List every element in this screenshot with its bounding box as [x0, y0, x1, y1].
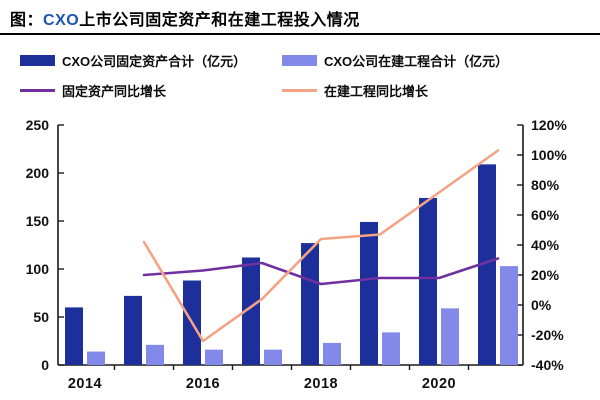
right-axis-tick-label: 40% [531, 237, 560, 253]
right-axis-tick-label: -20% [531, 327, 564, 343]
bar [242, 257, 260, 365]
left-axis-tick-label: 0 [41, 357, 49, 373]
right-axis-tick-label: 100% [531, 147, 567, 163]
left-axis-tick-label: 100 [26, 261, 50, 277]
bar [478, 164, 496, 365]
bar [124, 295, 142, 365]
bar [87, 351, 105, 365]
chart-area: 0 50 100 150 200 250 -40% -20% 0% 20% 40% 60% 80% 100… [0, 105, 600, 400]
title-highlight: CXO [43, 12, 80, 29]
x-axis-label: 2018 [304, 376, 338, 392]
line-series-1 [142, 149, 500, 343]
x-axis-label: 2020 [422, 376, 456, 392]
title-prefix: 图： [10, 12, 44, 29]
bar [205, 349, 223, 365]
right-axis-tick-label: 120% [531, 117, 567, 133]
bar [500, 266, 518, 365]
legend-item-fixed-assets-growth-line: 固定资产同比增长 [20, 81, 166, 100]
right-axis-tick-label: -40% [531, 357, 564, 373]
bar-series-0 [65, 164, 496, 365]
left-axis-tick-label: 250 [26, 117, 50, 133]
legend-item-cip-bar: CXO公司在建工程合计（亿元） [282, 51, 508, 70]
legend-label-cip-growth: 在建工程同比增长 [324, 84, 429, 99]
legend-item-fixed-assets-bar: CXO公司固定资产合计（亿元） [20, 51, 246, 70]
bar [382, 332, 400, 365]
bar [264, 349, 282, 365]
bar [419, 197, 437, 365]
title-suffix: 上市公司固定资产和在建工程投入情况 [79, 12, 360, 29]
bar [65, 307, 83, 365]
bar [441, 308, 459, 365]
legend-label-fixed-assets: CXO公司固定资产合计（亿元） [62, 54, 247, 69]
right-axis-tick-label: 80% [531, 177, 560, 193]
figure-title: 图：CXO上市公司固定资产和在建工程投入情况 [10, 6, 360, 30]
chart-canvas: 0 50 100 150 200 250 -40% -20% 0% 20% 40% 60% 80% 100… [26, 117, 568, 392]
bar-series-1 [87, 266, 518, 365]
bar [323, 342, 341, 365]
line-series-0 [142, 257, 500, 286]
legend-swatch-cip-growth [282, 89, 317, 92]
bar [301, 243, 319, 365]
right-axis-tick-label: 20% [531, 267, 560, 283]
legend-label-cip: CXO公司在建工程合计（亿元） [324, 54, 509, 69]
bar [360, 221, 378, 365]
left-axis-tick-label: 150 [26, 213, 50, 229]
title-divider [0, 33, 600, 35]
legend-item-cip-growth-line: 在建工程同比增长 [282, 81, 428, 100]
left-axis-tick-label: 200 [26, 165, 50, 181]
legend-swatch-fixed-assets-growth [20, 89, 55, 92]
left-axis-tick-label: 50 [33, 309, 49, 325]
legend-swatch-cip [282, 55, 317, 66]
axes: 0 50 100 150 200 250 -40% -20% 0% 20% 40% 60% 80% 100… [26, 117, 568, 392]
legend-label-fixed-assets-growth: 固定资产同比增长 [62, 84, 167, 99]
bar [146, 344, 164, 365]
legend-swatch-fixed-assets [20, 55, 55, 66]
right-axis-tick-label: 60% [531, 207, 560, 223]
x-axis-label: 2016 [186, 376, 220, 392]
right-axis-tick-label: 0% [531, 297, 552, 313]
x-axis-label: 2014 [68, 376, 102, 392]
